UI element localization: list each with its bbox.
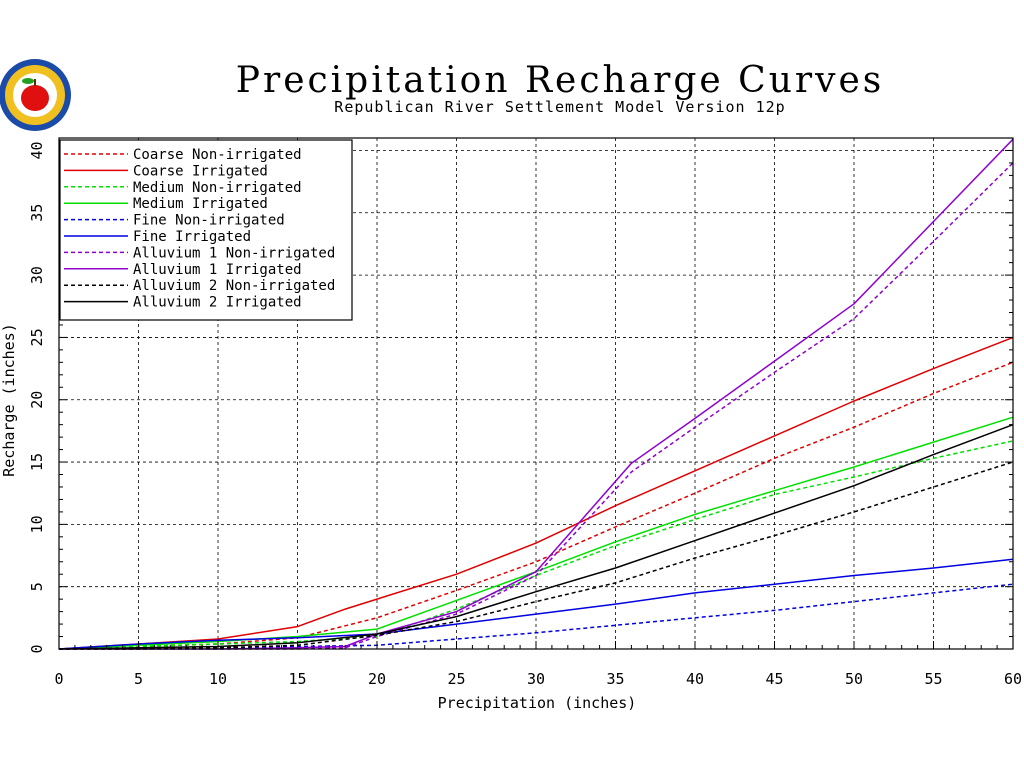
legend-label-0: Coarse Non-irrigated <box>133 147 302 163</box>
x-tick-label-12: 60 <box>1004 670 1022 688</box>
legend-label-8: Alluvium 2 Non-irrigated <box>133 278 335 294</box>
y-tick-label-7: 35 <box>28 204 46 222</box>
chart-title: Precipitation Recharge Curves <box>236 60 884 101</box>
chart-subtitle: Republican River Settlement Model Versio… <box>334 98 785 116</box>
y-axis-label: Recharge (inches) <box>0 323 18 477</box>
x-tick-label-6: 30 <box>527 670 545 688</box>
x-tick-label-8: 40 <box>686 670 704 688</box>
x-tick-label-10: 50 <box>845 670 863 688</box>
axes: 0 5 10 15 20 25 30 35 40 45 50 55 60 0 5 10 15 20 25 30 35 40 <box>28 137 1022 688</box>
series-line-0 <box>58 361 1014 650</box>
x-tick-label-5: 25 <box>447 670 465 688</box>
x-tick-label-3: 15 <box>288 670 306 688</box>
y-tick-label-3: 15 <box>28 453 46 471</box>
x-tick-label-0: 0 <box>54 670 63 688</box>
y-tick-label-4: 20 <box>28 391 46 409</box>
legend-label-7: Alluvium 1 Irrigated <box>133 262 302 278</box>
y-tick-label-2: 10 <box>28 515 46 533</box>
legend-label-3: Medium Irrigated <box>133 196 268 212</box>
legend-label-5: Fine Irrigated <box>133 229 251 245</box>
y-tick-label-1: 5 <box>28 582 46 591</box>
series-line-4 <box>58 583 1014 650</box>
grid-lines <box>59 138 1013 649</box>
y-tick-label-8: 40 <box>28 141 46 159</box>
series-line-1 <box>58 336 1014 650</box>
x-tick-label-1: 5 <box>134 670 143 688</box>
series-line-2 <box>58 440 1014 650</box>
y-tick-label-0: 0 <box>28 644 46 653</box>
legend-label-6: Alluvium 1 Non-irrigated <box>133 245 335 261</box>
y-tick-label-5: 25 <box>28 328 46 346</box>
x-tick-label-7: 35 <box>606 670 624 688</box>
legend-label-2: Medium Non-irrigated <box>133 180 302 196</box>
legend-label-4: Fine Non-irrigated <box>133 213 285 229</box>
x-axis-label: Precipitation (inches) <box>438 694 637 712</box>
y-tick-label-6: 30 <box>28 266 46 284</box>
x-tick-label-4: 20 <box>368 670 386 688</box>
legend-label-9: Alluvium 2 Irrigated <box>133 295 302 311</box>
series-line-5 <box>58 558 1014 650</box>
x-tick-label-2: 10 <box>209 670 227 688</box>
x-tick-label-11: 55 <box>924 670 942 688</box>
legend-label-1: Coarse Irrigated <box>133 163 268 179</box>
seal-logo <box>0 59 71 131</box>
x-tick-label-9: 45 <box>765 670 783 688</box>
apple-icon <box>21 78 49 111</box>
